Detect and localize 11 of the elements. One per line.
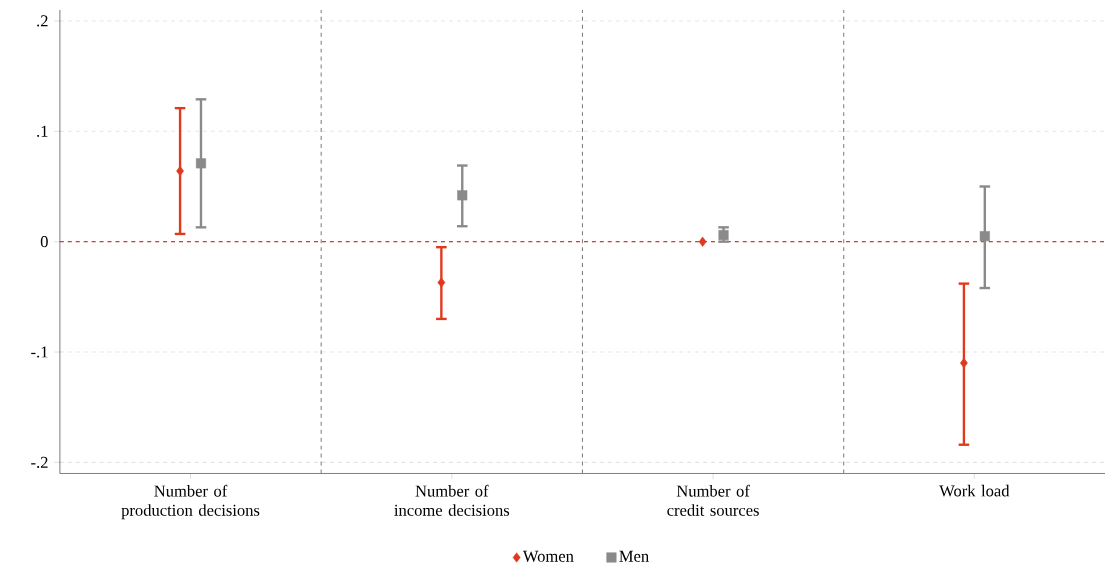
x-tick-label: Number of credit sources	[667, 484, 759, 516]
y-tick-label: 0	[40, 236, 48, 248]
y-tick-label: .1	[37, 125, 48, 138]
x-tick-label: Number of income decisions	[394, 484, 510, 516]
y-tick-label: .2	[37, 15, 48, 27]
legend-label: Women	[522, 550, 574, 563]
legend-label: Men	[619, 550, 649, 562]
y-tick-label: -.1	[31, 346, 48, 358]
x-tick-label: Work load	[939, 484, 1010, 497]
x-tick-label: Number of production decisions	[121, 484, 260, 520]
y-tick-label: -.2	[31, 456, 48, 469]
